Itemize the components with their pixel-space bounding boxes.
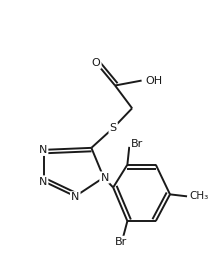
Text: N: N [71,192,80,202]
Text: N: N [100,173,109,183]
Text: N: N [39,177,47,187]
Text: Br: Br [115,237,127,247]
Text: CH₃: CH₃ [189,191,208,201]
Text: Br: Br [131,139,143,149]
Text: OH: OH [145,76,163,85]
Text: N: N [39,145,47,155]
Text: O: O [92,58,100,68]
Text: S: S [110,123,117,133]
